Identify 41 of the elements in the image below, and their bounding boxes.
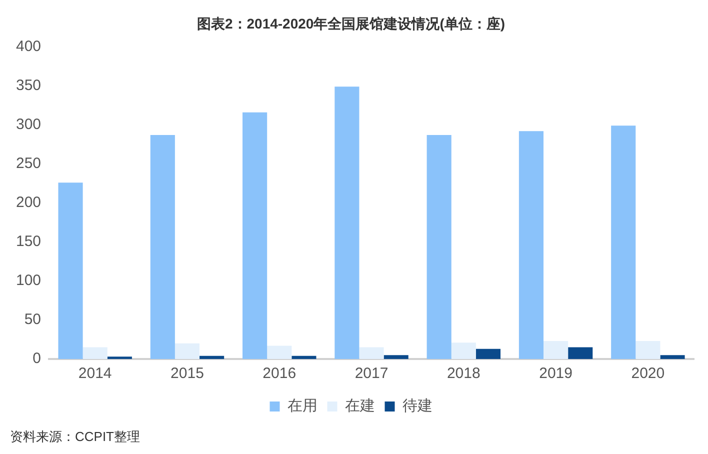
bar [58,182,83,359]
bar [359,347,384,359]
bar [267,346,292,359]
bar [384,355,408,359]
chart-title: 图表2：2014-2020年全国展馆建设情况(单位：座) [196,15,506,32]
legend-label: 在用 [287,398,318,415]
legend-label: 待建 [402,398,432,415]
y-tick-label: 150 [16,233,42,250]
x-tick-label: 2019 [539,365,572,382]
y-tick-label: 0 [32,350,42,368]
bar [636,341,660,359]
y-tick-label: 200 [16,194,42,212]
y-tick-label: 50 [24,311,42,328]
bar [476,348,501,359]
x-tick-label: 2017 [354,365,388,382]
bar [174,343,200,359]
x-tick-label: 2018 [446,365,480,382]
bar [82,347,108,359]
x-tick-label: 2020 [631,365,665,382]
x-tick-label: 2014 [78,365,112,382]
bar [568,347,593,359]
bar [292,356,316,359]
bar [451,342,476,359]
y-tick-label: 300 [16,116,42,133]
x-tick-label: 2015 [170,365,204,382]
legend-label: 在建 [344,398,375,415]
bar [426,134,452,359]
y-tick-label: 100 [16,272,42,290]
bar [660,355,685,359]
bar [544,341,568,359]
y-tick-label: 400 [16,38,42,55]
bar [334,86,360,359]
y-tick-label: 350 [16,76,42,94]
bar [518,131,544,359]
text: 资料来源：CCPIT整理 [10,429,140,444]
bar [242,112,268,359]
bar [150,134,175,359]
y-tick-label: 250 [16,155,42,172]
x-tick-label: 2016 [262,365,296,382]
bar [611,126,636,359]
bar [200,356,224,359]
